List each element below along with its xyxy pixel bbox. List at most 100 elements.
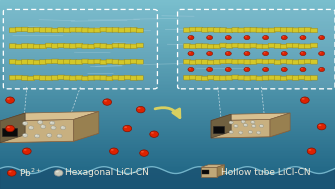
FancyBboxPatch shape xyxy=(274,60,281,65)
FancyBboxPatch shape xyxy=(262,59,269,64)
Bar xyxy=(0,173,335,175)
Ellipse shape xyxy=(281,36,287,40)
FancyBboxPatch shape xyxy=(238,28,245,33)
FancyBboxPatch shape xyxy=(196,76,203,80)
Ellipse shape xyxy=(239,131,243,134)
Ellipse shape xyxy=(188,51,194,56)
Ellipse shape xyxy=(138,107,141,109)
Ellipse shape xyxy=(229,121,233,124)
FancyBboxPatch shape xyxy=(130,76,137,80)
Bar xyxy=(0,9,335,11)
Ellipse shape xyxy=(319,51,325,56)
Ellipse shape xyxy=(245,36,247,37)
Ellipse shape xyxy=(251,121,255,124)
Bar xyxy=(0,61,335,63)
Bar xyxy=(0,4,335,6)
Bar xyxy=(0,42,335,44)
Bar xyxy=(0,50,335,52)
Ellipse shape xyxy=(244,124,246,125)
FancyBboxPatch shape xyxy=(184,28,191,33)
Bar xyxy=(0,163,335,165)
Ellipse shape xyxy=(252,125,254,126)
FancyBboxPatch shape xyxy=(226,76,233,80)
Ellipse shape xyxy=(249,131,251,132)
Bar xyxy=(0,100,335,102)
FancyBboxPatch shape xyxy=(118,76,125,80)
Bar xyxy=(0,104,335,105)
Bar xyxy=(0,132,335,134)
Bar xyxy=(0,37,335,39)
Ellipse shape xyxy=(110,148,118,154)
FancyBboxPatch shape xyxy=(94,43,101,48)
Bar xyxy=(0,17,335,19)
FancyBboxPatch shape xyxy=(70,60,77,64)
FancyBboxPatch shape xyxy=(94,59,101,64)
Ellipse shape xyxy=(38,120,43,124)
Bar xyxy=(0,67,335,69)
Ellipse shape xyxy=(248,131,253,134)
Bar xyxy=(0,56,335,58)
Bar xyxy=(0,6,335,8)
Polygon shape xyxy=(213,126,224,132)
Ellipse shape xyxy=(281,51,287,56)
FancyBboxPatch shape xyxy=(286,75,293,80)
FancyBboxPatch shape xyxy=(286,60,293,64)
Bar xyxy=(0,145,335,146)
FancyBboxPatch shape xyxy=(34,44,41,49)
Ellipse shape xyxy=(150,131,158,137)
FancyBboxPatch shape xyxy=(305,28,312,32)
Bar xyxy=(0,171,335,173)
FancyBboxPatch shape xyxy=(94,75,101,80)
FancyBboxPatch shape xyxy=(262,28,269,33)
Ellipse shape xyxy=(28,126,34,130)
FancyBboxPatch shape xyxy=(268,75,275,80)
Polygon shape xyxy=(0,119,74,143)
FancyBboxPatch shape xyxy=(250,75,257,80)
FancyBboxPatch shape xyxy=(9,28,16,33)
Bar xyxy=(0,80,335,82)
FancyBboxPatch shape xyxy=(9,75,16,80)
Bar xyxy=(0,159,335,161)
Bar xyxy=(0,130,335,132)
FancyBboxPatch shape xyxy=(256,44,263,49)
FancyBboxPatch shape xyxy=(27,76,35,81)
FancyBboxPatch shape xyxy=(202,60,209,64)
Bar xyxy=(0,179,335,181)
Bar xyxy=(0,70,335,72)
FancyBboxPatch shape xyxy=(118,60,125,64)
Ellipse shape xyxy=(260,125,262,126)
Ellipse shape xyxy=(23,122,25,123)
FancyBboxPatch shape xyxy=(27,44,35,48)
FancyBboxPatch shape xyxy=(220,76,227,80)
FancyBboxPatch shape xyxy=(52,59,59,64)
Bar xyxy=(0,116,335,118)
Bar xyxy=(0,151,335,153)
Ellipse shape xyxy=(35,135,37,136)
Bar xyxy=(0,25,335,27)
Polygon shape xyxy=(0,113,25,143)
Ellipse shape xyxy=(300,97,309,103)
Ellipse shape xyxy=(282,36,284,37)
FancyBboxPatch shape xyxy=(274,44,281,48)
FancyBboxPatch shape xyxy=(202,76,209,81)
Ellipse shape xyxy=(208,52,210,53)
FancyBboxPatch shape xyxy=(220,43,227,48)
Ellipse shape xyxy=(301,36,303,37)
Ellipse shape xyxy=(207,36,213,40)
Ellipse shape xyxy=(320,68,322,69)
Ellipse shape xyxy=(319,36,325,40)
FancyBboxPatch shape xyxy=(298,44,305,49)
FancyBboxPatch shape xyxy=(3,9,157,89)
Bar xyxy=(0,97,335,99)
FancyBboxPatch shape xyxy=(64,59,71,64)
FancyBboxPatch shape xyxy=(244,76,251,81)
FancyBboxPatch shape xyxy=(244,60,251,64)
FancyBboxPatch shape xyxy=(124,60,131,64)
Bar xyxy=(0,135,335,137)
Ellipse shape xyxy=(208,36,210,37)
Bar xyxy=(0,15,335,17)
FancyBboxPatch shape xyxy=(232,75,239,80)
Bar xyxy=(0,28,335,30)
Bar xyxy=(0,102,335,104)
FancyBboxPatch shape xyxy=(100,44,107,48)
